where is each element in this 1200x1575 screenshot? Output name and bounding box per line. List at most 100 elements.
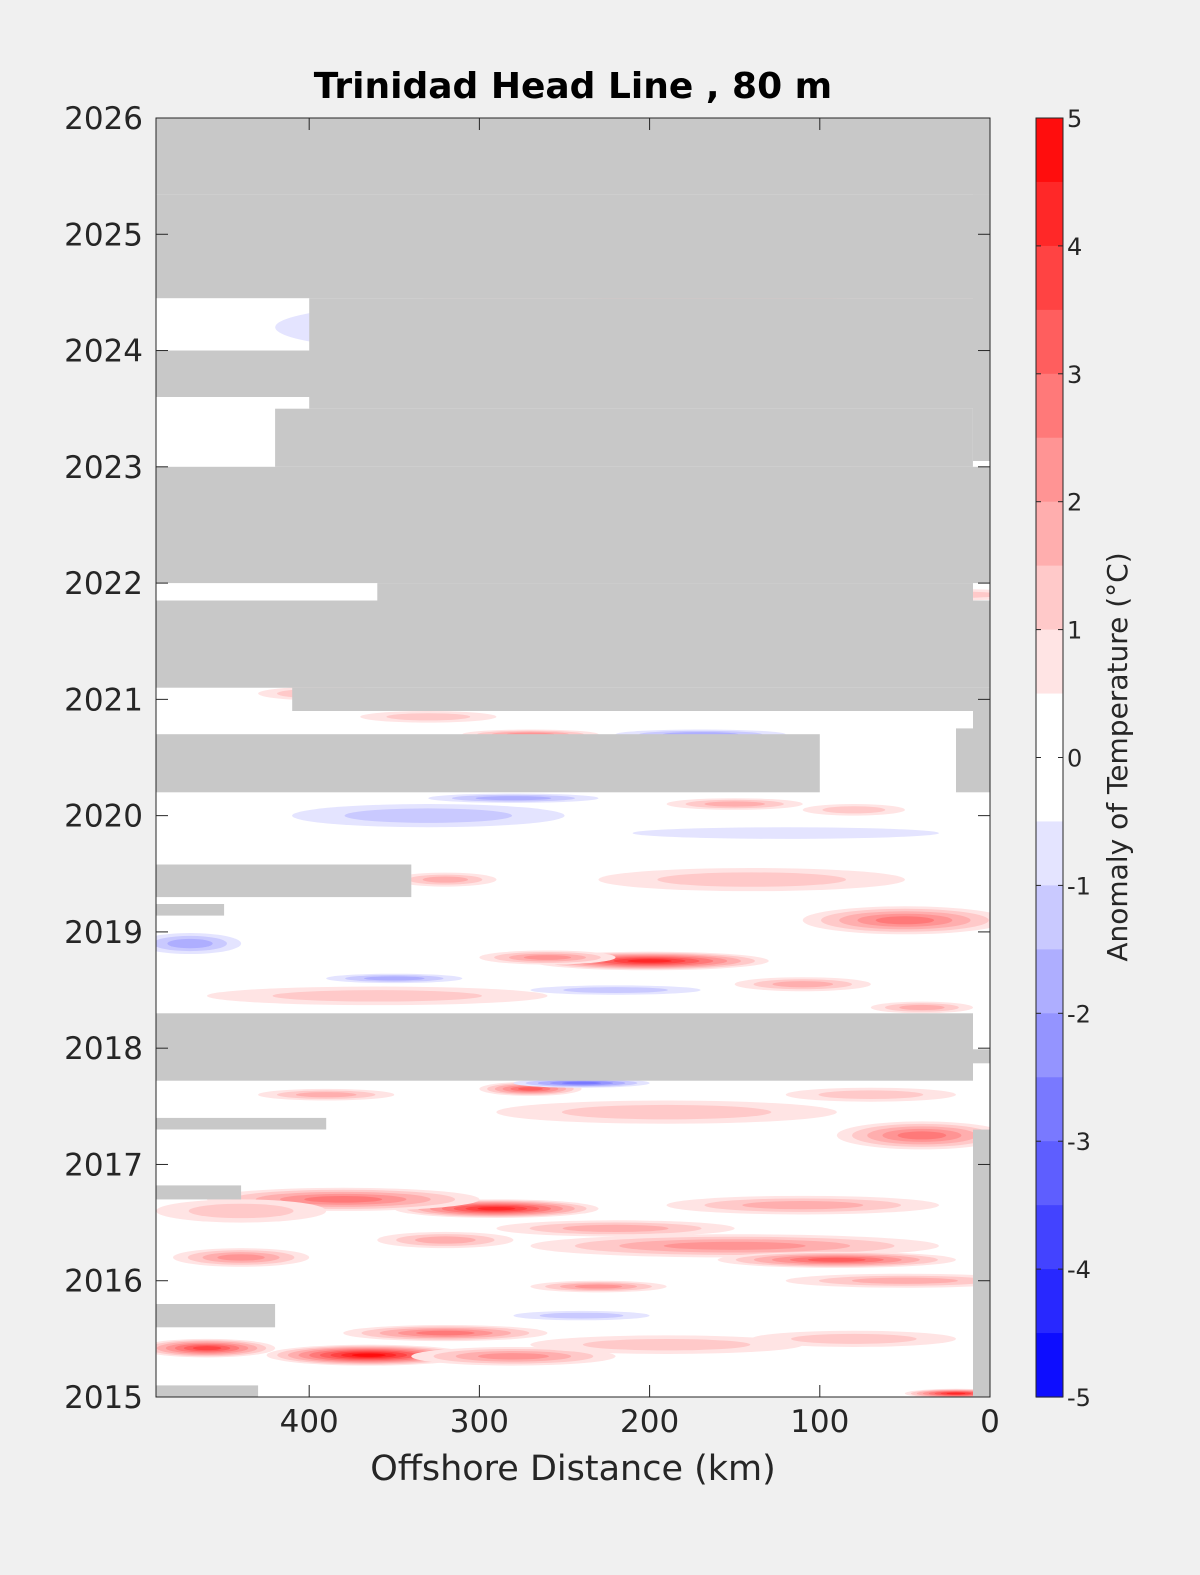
anomaly-contour-level [582,1338,751,1351]
anomaly-feature [173,1248,310,1267]
plot-area [155,117,991,1398]
anomaly-feature [513,1310,650,1321]
no-data-region [377,583,973,601]
colorbar-level [1036,373,1063,439]
colorbar-swatches [1036,118,1063,1398]
anomaly-feature [156,933,242,955]
anomaly-contour-level [897,1131,947,1140]
colorbar: 5 4 3 2 1 0 -1 -2 -3 -4 -5 Anomaly of Temperature … [1035,105,1134,1412]
plot-frame [155,117,991,1398]
colorbar-tick-label: -1 [1067,872,1091,900]
anomaly-contour-level [416,1330,475,1336]
anomaly-contour-level [386,713,471,721]
anomaly-feature [156,1338,276,1358]
anomaly-feature [360,711,497,723]
colorbar-tick-label: 0 [1067,745,1082,773]
anomaly-contour-level [742,1201,864,1210]
y-tick-label: 2025 [64,217,143,253]
no-data-region [156,466,990,584]
anomaly-contour-level [561,1104,772,1120]
anomaly-contour-level [632,827,939,839]
y-tick-label: 2017 [64,1147,143,1183]
anomaly-feature [530,1335,803,1354]
anomaly-contour-level [562,1224,669,1233]
colorbar-level [1036,1205,1063,1270]
y-tick-label: 2020 [64,799,143,835]
colorbar-level [1036,181,1063,247]
anomaly-contour-level [772,981,834,988]
anomaly-contour-level [475,796,552,801]
colorbar-level [1036,437,1063,503]
x-tick-label: 100 [790,1404,849,1440]
y-tick-label: 2019 [64,915,143,951]
anomaly-feature [751,1330,956,1347]
y-tick-label: 2016 [64,1264,143,1300]
no-data-region [156,118,990,195]
anomaly-feature [428,793,599,803]
anomaly-contour-level [415,1236,476,1244]
anomaly-feature [266,1344,471,1366]
no-data-region [275,408,973,467]
x-tick-label: 200 [620,1404,679,1440]
anomaly-feature [343,1324,548,1342]
colorbar-level [1036,1013,1063,1078]
anomaly-contour-level [657,872,847,887]
x-axis-label: Offshore Distance (km) [370,1449,776,1489]
y-tick-label: 2023 [64,450,143,486]
anomaly-feature [156,1199,327,1223]
anomaly-contour-level [477,1353,549,1360]
anomaly-feature [292,804,565,828]
colorbar-level [1036,118,1063,183]
colorbar-level [1036,565,1063,631]
colorbar-level [1036,245,1063,311]
anomaly-contour-level [217,1254,265,1261]
anomaly-contour-level [344,808,513,823]
anomaly-contour-level [851,1277,958,1284]
anomaly-feature [666,1195,939,1215]
no-data-region [973,194,990,461]
anomaly-contour-level [363,976,425,981]
colorbar-level [1036,501,1063,567]
colorbar-tick-label: -2 [1067,1000,1091,1028]
colorbar-level [1036,885,1063,950]
y-tick-label: 2021 [64,682,143,718]
anomaly-contour-level [272,990,482,1002]
anomaly-contour-level [188,1203,294,1219]
colorbar-tick-label: 2 [1067,489,1082,517]
y-tick-label: 2022 [64,566,143,602]
colorbar-tick-label: 3 [1067,361,1082,389]
anomaly-contour-level [539,1312,624,1319]
anomaly-feature [836,1121,990,1150]
anomaly-contour-level [563,987,668,993]
anomaly-feature [530,1234,939,1258]
anomaly-feature [479,950,616,965]
colorbar-level [1036,309,1063,375]
no-data-region [156,1117,327,1130]
x-tick-label: 400 [280,1404,339,1440]
anomaly-feature [904,1388,990,1397]
anomaly-contour-level [167,938,213,949]
anomaly-contour-level [822,806,886,814]
colorbar-level [1036,757,1063,823]
colorbar-level [1036,821,1063,886]
anomaly-contour-level [791,1333,917,1344]
colorbar-tick-label: 5 [1067,105,1082,133]
anomaly-feature [377,1231,514,1249]
anomaly-feature [207,986,548,1006]
anomaly-contour-level [518,1087,543,1091]
colorbar-tick-label: -3 [1067,1128,1091,1156]
colorbar-level [1036,1269,1063,1334]
anomaly-feature [802,906,990,935]
anomaly-contour-level [818,1090,924,1099]
anomaly-contour-level [946,1392,966,1395]
anomaly-feature [802,804,905,816]
anomaly-contour-level [807,1257,866,1262]
anomaly-feature [496,1100,837,1124]
colorbar-level [1036,629,1063,695]
no-data-region [156,1013,973,1081]
no-data-region [156,904,225,916]
y-axis: 2015 2016 2017 2018 2019 2020 2021 2022 2023 2024… [64,101,143,1416]
no-data-region [956,728,990,793]
no-data-region [973,687,990,735]
y-tick-label: 2026 [64,101,143,137]
